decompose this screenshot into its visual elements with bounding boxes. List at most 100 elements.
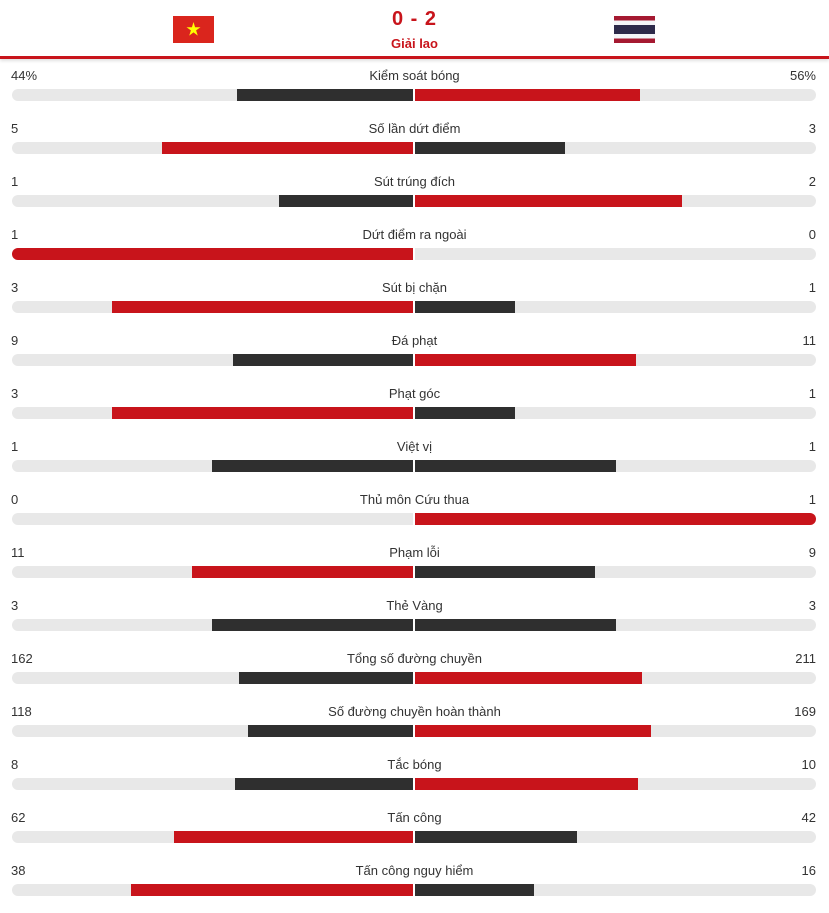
stat-label: Đá phạt (391, 333, 438, 348)
stat-label: Sút bị chặn (381, 280, 448, 295)
stat-row: 44% Kiểm soát bóng 56% (0, 63, 829, 116)
match-status: Giải lao (391, 36, 438, 51)
away-stat-value: 0 (808, 227, 816, 242)
away-bar-track (415, 407, 816, 419)
home-bar-track (12, 831, 413, 843)
home-bar-track (12, 407, 413, 419)
away-bar-track (415, 725, 816, 737)
home-bar-track (12, 884, 413, 896)
away-stat-value: 3 (808, 598, 816, 613)
home-bar-track (12, 672, 413, 684)
away-bar-fill (415, 142, 565, 154)
stat-label: Số lần dứt điểm (368, 121, 461, 136)
away-bar-track (415, 354, 816, 366)
home-stat-value: 62 (11, 810, 26, 825)
away-bar-track (415, 142, 816, 154)
home-stat-value: 3 (11, 280, 19, 295)
stat-row: 0 Thủ môn Cứu thua 1 (0, 487, 829, 540)
away-bar-fill (415, 89, 640, 101)
home-bar-fill (233, 354, 413, 366)
stat-row: 11 Phạm lỗi 9 (0, 540, 829, 593)
home-stat-value: 162 (11, 651, 33, 666)
away-stat-value: 56% (789, 68, 816, 83)
away-bar-fill (415, 831, 577, 843)
home-stat-value: 3 (11, 386, 19, 401)
away-bar-track (415, 248, 816, 260)
home-stat-value: 38 (11, 863, 26, 878)
home-bar-fill (112, 407, 413, 419)
home-bar-fill (235, 778, 413, 790)
stat-label: Tấn công nguy hiểm (355, 863, 474, 878)
stat-label: Tắc bóng (387, 757, 442, 772)
home-bar-fill (192, 566, 413, 578)
stat-row: 1 Việt vị 1 (0, 434, 829, 487)
away-bar-fill (415, 195, 682, 207)
away-stat-value: 1 (808, 492, 816, 507)
away-stat-value: 10 (801, 757, 816, 772)
home-bar-fill (279, 195, 413, 207)
away-stat-value: 11 (802, 333, 817, 348)
home-stat-value: 0 (11, 492, 19, 507)
home-bar-track (12, 778, 413, 790)
stat-row: 118 Số đường chuyền hoàn thành 169 (0, 699, 829, 752)
away-stat-value: 2 (808, 174, 816, 189)
away-bar-fill (415, 619, 616, 631)
stat-row: 3 Sút bị chặn 1 (0, 275, 829, 328)
away-bar-fill (415, 407, 515, 419)
stat-label: Thẻ Vàng (386, 598, 443, 613)
home-bar-fill (162, 142, 413, 154)
stat-label: Dứt điểm ra ngoài (362, 227, 467, 242)
home-stat-value: 5 (11, 121, 19, 136)
stats-list: 44% Kiểm soát bóng 56% 5 Số lần dứt điểm 3 1 Sú… (0, 63, 829, 911)
away-stat-value: 1 (808, 439, 816, 454)
home-bar-track (12, 248, 413, 260)
away-bar-fill (415, 884, 534, 896)
stat-row: 1 Sút trúng đích 2 (0, 169, 829, 222)
home-bar-fill (112, 301, 413, 313)
match-score: 0 - 2 (391, 8, 438, 30)
match-header: 0 - 2 Giải lao (0, 0, 829, 59)
home-bar-fill (174, 831, 413, 843)
away-bar-track (415, 460, 816, 472)
away-bar-track (415, 513, 816, 525)
home-bar-fill (248, 725, 413, 737)
home-stat-value: 1 (11, 174, 19, 189)
stat-label: Phạm lỗi (389, 545, 440, 560)
home-stat-value: 44% (11, 68, 38, 83)
away-bar-track (415, 566, 816, 578)
away-stat-value: 16 (801, 863, 816, 878)
away-bar-fill (415, 460, 616, 472)
stat-label: Phạt góc (388, 386, 441, 401)
stat-row: 3 Phạt góc 1 (0, 381, 829, 434)
home-stat-value: 1 (11, 227, 19, 242)
away-stat-value: 169 (794, 704, 816, 719)
home-bar-track (12, 566, 413, 578)
away-bar-fill (415, 566, 595, 578)
stat-label: Việt vị (396, 439, 433, 454)
stat-row: 5 Số lần dứt điểm 3 (0, 116, 829, 169)
stat-row: 162 Tổng số đường chuyền 211 (0, 646, 829, 699)
home-bar-fill (212, 460, 413, 472)
home-bar-track (12, 619, 413, 631)
home-bar-track (12, 725, 413, 737)
stat-row: 38 Tấn công nguy hiểm 16 (0, 858, 829, 911)
away-stat-value: 3 (808, 121, 816, 136)
away-stat-value: 9 (808, 545, 816, 560)
stat-row: 8 Tắc bóng 10 (0, 752, 829, 805)
home-stat-value: 8 (11, 757, 19, 772)
home-stat-value: 3 (11, 598, 19, 613)
stat-row: 62 Tấn công 42 (0, 805, 829, 858)
stat-label: Thủ môn Cứu thua (359, 492, 470, 507)
stat-row: 1 Dứt điểm ra ngoài 0 (0, 222, 829, 275)
home-bar-track (12, 301, 413, 313)
home-bar-track (12, 513, 413, 525)
home-bar-track (12, 195, 413, 207)
away-bar-fill (415, 354, 636, 366)
home-bar-track (12, 460, 413, 472)
stat-label: Tổng số đường chuyền (346, 651, 483, 666)
stat-row: 3 Thẻ Vàng 3 (0, 593, 829, 646)
stat-label: Sút trúng đích (374, 174, 455, 189)
away-bar-track (415, 672, 816, 684)
away-bar-track (415, 301, 816, 313)
stat-label: Kiểm soát bóng (369, 68, 460, 83)
